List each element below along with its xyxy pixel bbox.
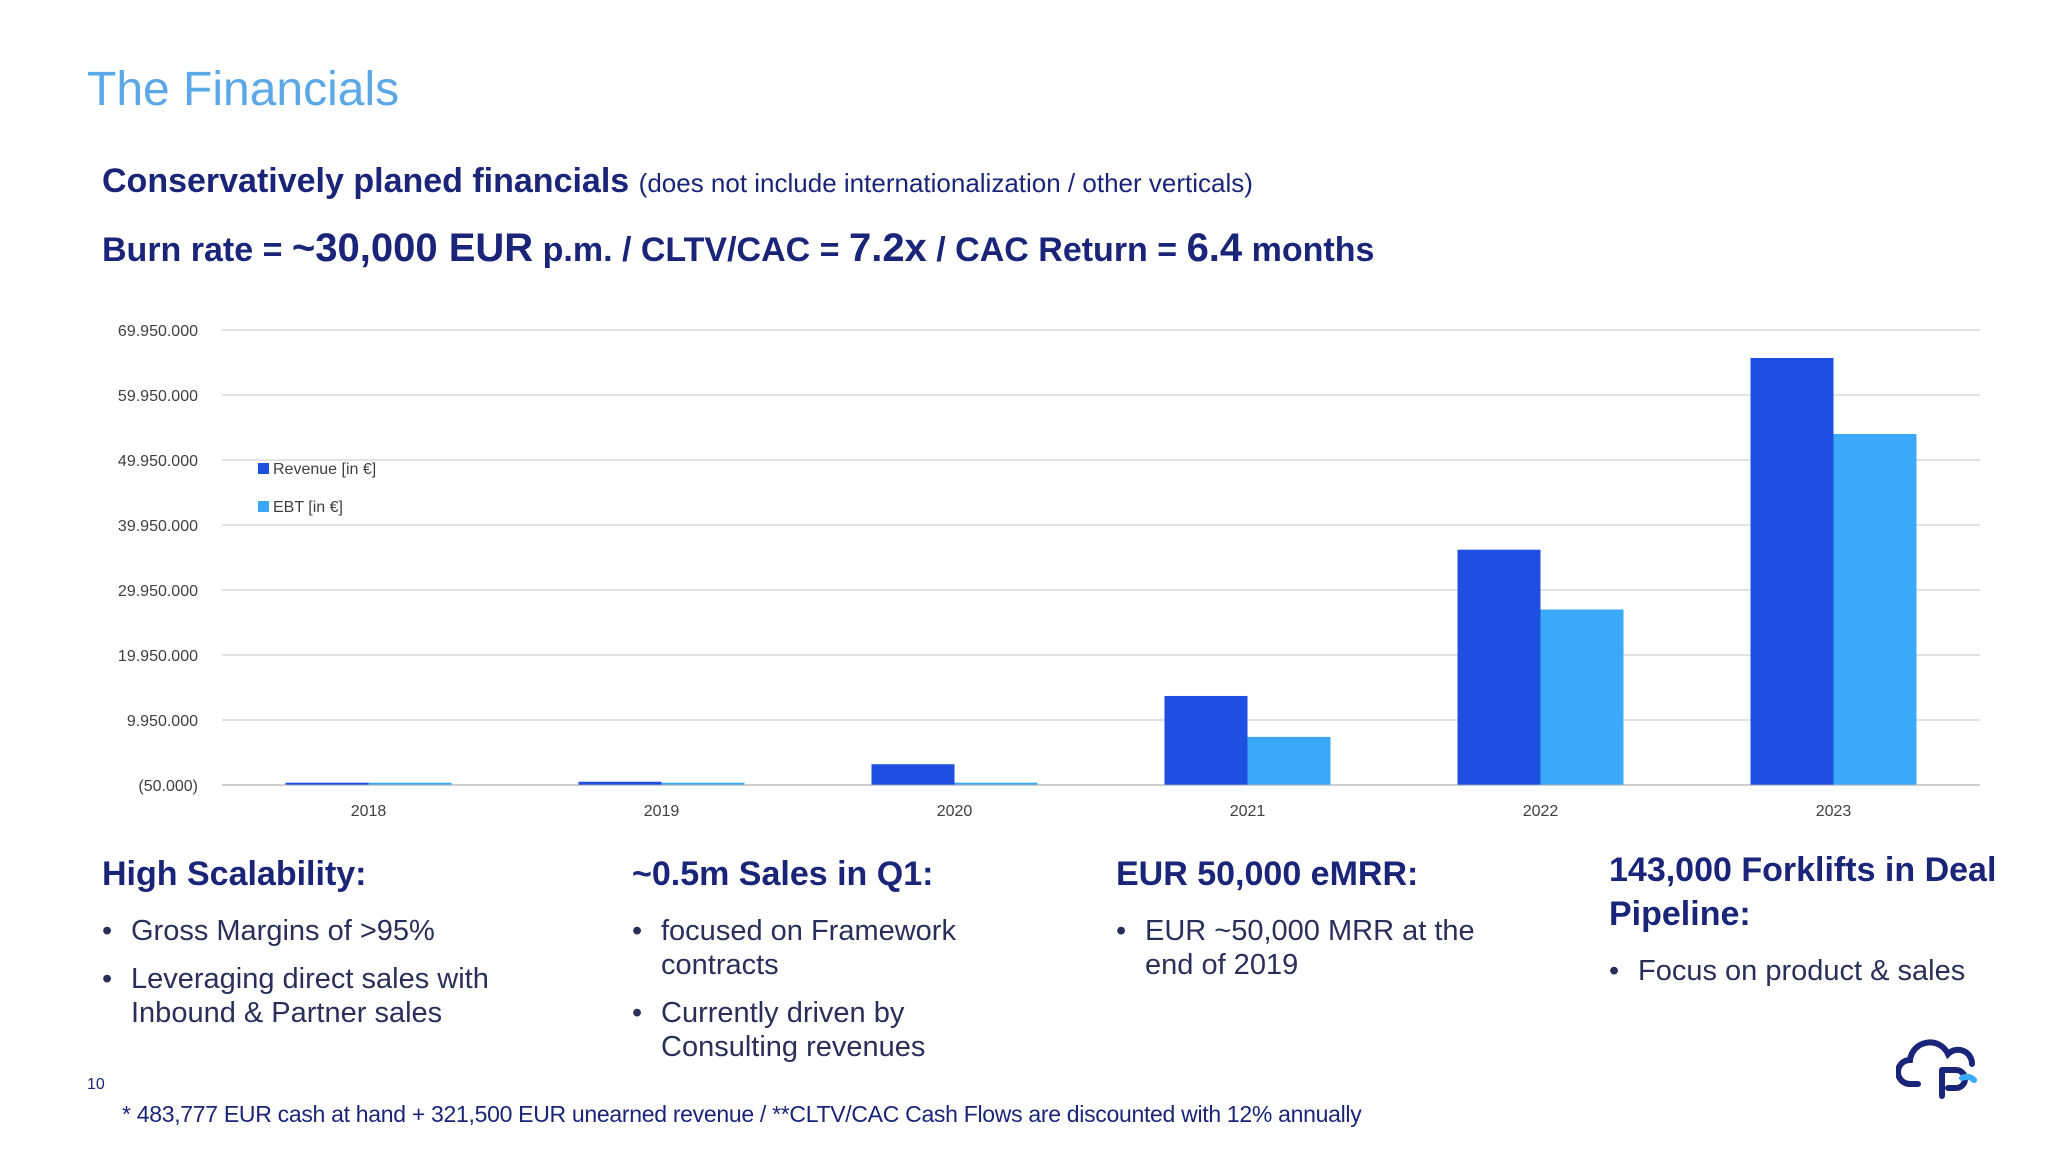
column-emrr: EUR 50,000 eMRR: EUR ~50,000 MRR at the … <box>1116 852 1596 996</box>
metric-text-2: p.m. / CLTV/CAC = <box>533 231 849 269</box>
bar-revenue-2020 <box>871 764 955 785</box>
bar-revenue-2021 <box>1164 695 1248 785</box>
column-scalability: High Scalability: Gross Margins of >95% … <box>102 852 582 1044</box>
cloud-logo-icon <box>1896 1039 1977 1099</box>
page-title: The Financials <box>87 63 400 116</box>
column-forklifts: 143,000 Forklifts in Deal Pipeline: Focu… <box>1609 848 2009 1002</box>
metric-cltv-cac: 7.2x <box>848 226 927 270</box>
x-tick-label: 2023 <box>1816 803 1852 820</box>
column-sales-q1: ~0.5m Sales in Q1: focused on Framework … <box>632 852 1112 1078</box>
metric-cac-return: 6.4 <box>1186 226 1243 270</box>
headline-financials: Conservatively planed financials (does n… <box>102 162 1253 201</box>
legend-label: EBT [in €] <box>273 499 343 516</box>
column-heading: High Scalability: <box>102 855 367 893</box>
x-tick-label: 2021 <box>1230 803 1266 820</box>
y-tick-label: 39.950.000 <box>118 518 198 535</box>
bar-revenue-2022 <box>1457 549 1541 785</box>
legend-label: Revenue [in €] <box>273 461 376 478</box>
column-heading: EUR 50,000 eMRR: <box>1116 855 1419 893</box>
legend-swatch <box>258 501 269 512</box>
x-tick-label: 2018 <box>351 803 387 820</box>
bullet-item: Leveraging direct sales with Inbound & P… <box>102 962 531 1030</box>
bar-revenue-2023 <box>1750 357 1834 785</box>
bullet-item: focused on Framework contracts <box>632 914 972 982</box>
legend-swatch <box>258 463 269 474</box>
y-tick-label: (50.000) <box>138 778 198 795</box>
headline-financials-main: Conservatively planed financials <box>102 162 630 200</box>
bar-ebt-2020 <box>954 782 1038 785</box>
y-tick-label: 69.950.000 <box>118 323 198 340</box>
bar-ebt-2019 <box>661 782 745 785</box>
bar-ebt-2022 <box>1540 609 1624 785</box>
bar-ebt-2018 <box>368 782 452 785</box>
y-tick-label: 29.950.000 <box>118 583 198 600</box>
metric-text-3: / CAC Return = <box>926 231 1187 269</box>
headline-financials-sub: (does not include internationalization /… <box>638 168 1253 198</box>
bar-revenue-2018 <box>285 782 369 785</box>
bullet-item: EUR ~50,000 MRR at the end of 2019 <box>1116 914 1496 982</box>
y-tick-label: 9.950.000 <box>127 713 198 730</box>
metric-text-4: months <box>1242 231 1375 269</box>
x-tick-label: 2020 <box>937 803 973 820</box>
metric-burn-rate: ~30,000 EUR <box>291 226 534 270</box>
page-number: 10 <box>87 1076 105 1093</box>
bar-revenue-2019 <box>578 781 662 785</box>
headline-metrics: Burn rate = ~30,000 EUR p.m. / CLTV/CAC … <box>102 226 1374 271</box>
x-tick-label: 2022 <box>1523 803 1559 820</box>
bullet-item: Gross Margins of >95% <box>102 914 582 948</box>
revenue-ebt-bar-chart: (50.000) 9.950.000 19.950.000 29.950.000 39.… <box>118 323 1980 820</box>
metric-text-1: Burn rate = <box>102 231 292 269</box>
y-tick-label: 49.950.000 <box>118 453 198 470</box>
bullet-item: Focus on product & sales <box>1609 954 2009 988</box>
bar-ebt-2021 <box>1247 736 1331 785</box>
y-tick-label: 59.950.000 <box>118 388 198 405</box>
column-heading: ~0.5m Sales in Q1: <box>632 855 934 893</box>
x-tick-label: 2019 <box>644 803 680 820</box>
column-heading: 143,000 Forklifts in Deal Pipeline: <box>1609 851 1997 933</box>
bullet-item: Currently driven by Consulting revenues <box>632 996 972 1064</box>
footnote: * 483,777 EUR cash at hand + 321,500 EUR… <box>122 1101 1362 1127</box>
bar-ebt-2023 <box>1833 434 1917 785</box>
y-tick-label: 19.950.000 <box>118 648 198 665</box>
